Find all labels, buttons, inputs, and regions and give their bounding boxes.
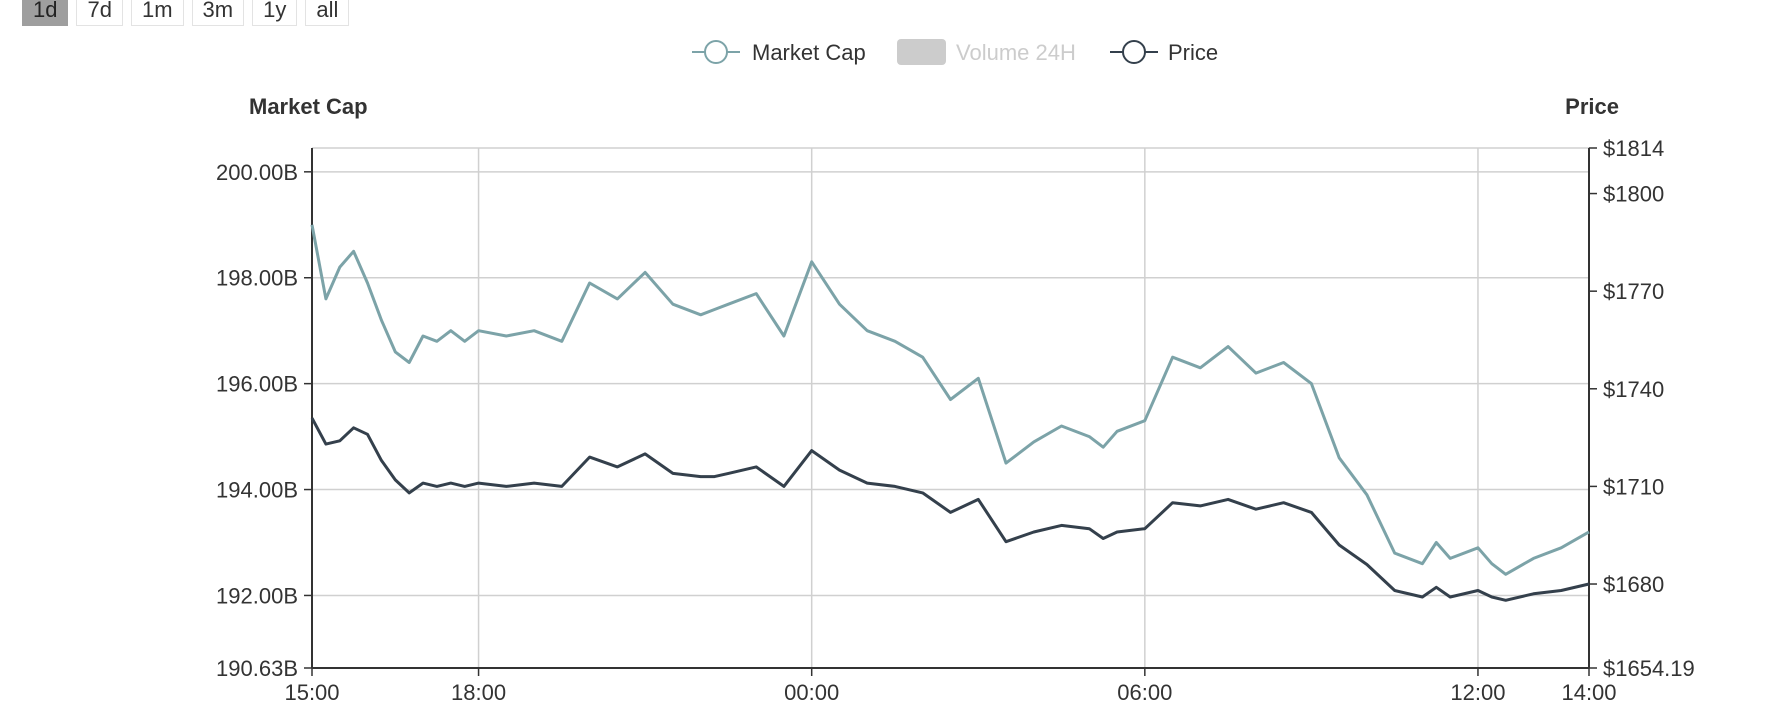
legend-item-volume[interactable]: Volume 24H (897, 39, 1076, 65)
right-tick-label: $1710 (1603, 474, 1664, 499)
legend-item-price[interactable]: Price (1110, 40, 1218, 65)
x-tick-label: 14:00 (1561, 680, 1616, 702)
x-tick-label: 12:00 (1450, 680, 1505, 702)
legend-item-market-cap[interactable]: Market Cap (692, 40, 866, 65)
legend-swatch-volume (897, 39, 946, 65)
legend-label-market-cap: Market Cap (752, 40, 866, 65)
range-button-1d[interactable]: 1d (22, 0, 69, 26)
series-line-market-cap (310, 224, 1590, 576)
left-tick-label: 192.00B (216, 583, 298, 608)
left-tick-label: 200.00B (216, 160, 298, 185)
x-tick-label: 15:00 (284, 680, 339, 702)
x-tick-label: 06:00 (1117, 680, 1172, 702)
right-tick-label: $1800 (1603, 182, 1664, 207)
left-axis-title: Market Cap (249, 94, 368, 119)
range-button-all[interactable]: all (305, 0, 350, 26)
legend: Market Cap Volume 24H Price (692, 39, 1218, 65)
range-button-3m[interactable]: 3m (191, 0, 245, 26)
left-tick-label: 196.00B (216, 372, 298, 397)
right-axis-title: Price (1565, 94, 1619, 119)
x-tick-label: 18:00 (451, 680, 506, 702)
x-tick-label: 00:00 (784, 680, 839, 702)
range-button-1y[interactable]: 1y (252, 0, 298, 26)
range-button-1m[interactable]: 1m (130, 0, 184, 26)
series-line-price (310, 417, 1590, 602)
right-tick-label: $1654.19 (1603, 656, 1695, 681)
range-button-7d[interactable]: 7d (76, 0, 123, 26)
left-tick-label: 194.00B (216, 478, 298, 503)
right-tick-label: $1814 (1603, 136, 1664, 161)
right-tick-label: $1680 (1603, 572, 1664, 597)
left-tick-label: 198.00B (216, 266, 298, 291)
left-tick-label: 190.63B (216, 656, 298, 681)
legend-label-volume: Volume 24H (956, 40, 1076, 65)
legend-label-price: Price (1168, 40, 1218, 65)
series (310, 224, 1590, 602)
axes: 190.63B 192.00B 194.00B 196.00B 198.00B 200.0… (216, 136, 1695, 702)
time-range-selector: 1d 7d 1m 3m 1y all (22, 0, 350, 26)
right-tick-label: $1770 (1603, 279, 1664, 304)
grid (312, 147, 1589, 668)
right-tick-label: $1740 (1603, 377, 1664, 402)
